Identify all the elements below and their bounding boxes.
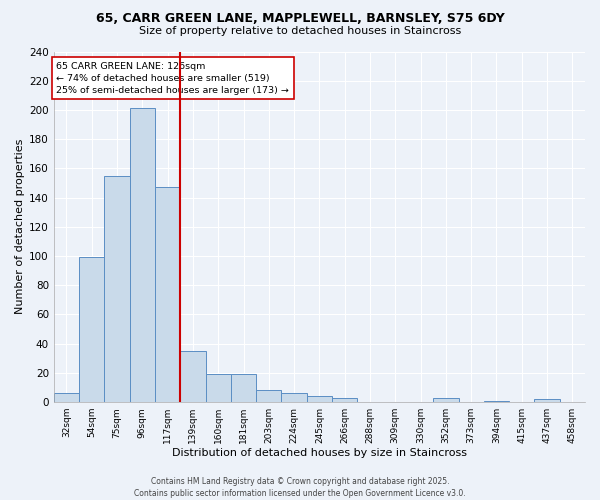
Bar (79, 258, 104, 402)
Bar (206, 374, 231, 402)
Bar (307, 396, 332, 402)
Bar (433, 398, 458, 402)
Text: 65 CARR GREEN LANE: 126sqm
← 74% of detached houses are smaller (519)
25% of sem: 65 CARR GREEN LANE: 126sqm ← 74% of deta… (56, 62, 289, 94)
Bar (104, 176, 130, 402)
X-axis label: Distribution of detached houses by size in Staincross: Distribution of detached houses by size … (172, 448, 467, 458)
Text: Contains HM Land Registry data © Crown copyright and database right 2025.
Contai: Contains HM Land Registry data © Crown c… (134, 476, 466, 498)
Bar (130, 108, 155, 402)
Text: 65, CARR GREEN LANE, MAPPLEWELL, BARNSLEY, S75 6DY: 65, CARR GREEN LANE, MAPPLEWELL, BARNSLE… (95, 12, 505, 26)
Text: Size of property relative to detached houses in Staincross: Size of property relative to detached ho… (139, 26, 461, 36)
Bar (231, 374, 256, 402)
Bar (332, 398, 358, 402)
Bar (256, 390, 281, 402)
Bar (535, 399, 560, 402)
Bar (155, 188, 180, 402)
Bar (484, 400, 509, 402)
Bar (281, 394, 307, 402)
Bar (54, 394, 79, 402)
Y-axis label: Number of detached properties: Number of detached properties (15, 139, 25, 314)
Bar (180, 351, 206, 402)
